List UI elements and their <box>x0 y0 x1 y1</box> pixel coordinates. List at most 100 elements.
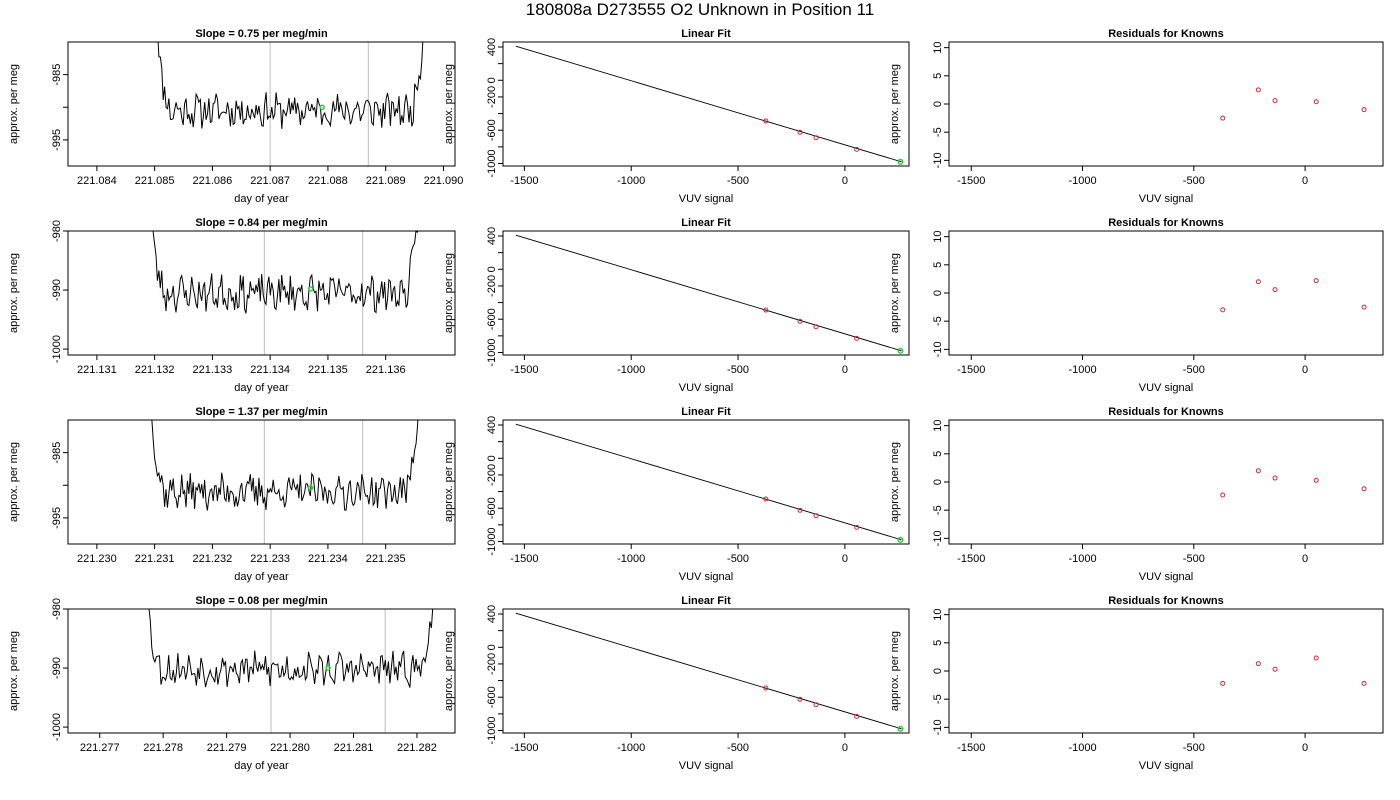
plot-frame <box>502 419 910 545</box>
x-tick-label: 0 <box>1302 553 1308 565</box>
fit-line <box>515 234 902 352</box>
fit-line <box>515 45 902 163</box>
y-tick-label: -990 <box>51 657 63 679</box>
x-axis-label: VUV signal <box>679 571 733 583</box>
x-axis-label: VUV signal <box>1139 382 1193 394</box>
y-tick-label: -1000 <box>486 716 498 744</box>
panel-title: Residuals for Knowns <box>1108 595 1224 607</box>
figure-title: 180808a D273555 O2 Unknown in Position 1… <box>525 0 875 19</box>
x-axis-label: VUV signal <box>1139 193 1193 205</box>
residual-point <box>1361 486 1367 492</box>
x-tick-label: 221.132 <box>135 364 175 376</box>
plot-area <box>157 42 424 166</box>
x-tick-label: 221.090 <box>424 175 464 187</box>
x-axis-label: VUV signal <box>679 382 733 394</box>
x-axis: -1500 -1000 -500 0 <box>957 355 1308 376</box>
residual-point <box>1361 107 1367 113</box>
y-tick-label: 0 <box>486 77 498 83</box>
y-tick-label: 400 <box>486 605 498 623</box>
plot-frame <box>67 230 456 356</box>
y-tick-label: 0 <box>486 455 498 461</box>
x-tick-label: 221.232 <box>193 553 233 565</box>
plot-frame <box>67 41 456 167</box>
unknown-point <box>897 725 904 732</box>
unknown-point <box>319 104 325 111</box>
y-tick-label: 400 <box>486 227 498 245</box>
x-tick-label: -1000 <box>1068 364 1096 376</box>
time-series-line <box>151 420 419 511</box>
y-axis: -10 -5 0 5 10 <box>932 231 949 357</box>
plot-area <box>152 231 419 355</box>
x-axis: -1500 -1000 -500 0 <box>957 166 1308 187</box>
residual-point <box>1313 655 1319 661</box>
x-tick-label: 0 <box>1302 742 1308 754</box>
panel-3-2: Linear Fit -1500 -1000 -500 0 VUV signal -1000… <box>443 406 910 583</box>
y-axis: -10 -5 0 5 10 <box>932 420 949 546</box>
residual-point <box>1272 98 1278 104</box>
x-tick-label: 221.085 <box>135 175 175 187</box>
fit-line <box>515 423 902 541</box>
panel-2-3: Residuals for Knowns -1500 -1000 -500 0 VUV s… <box>889 217 1384 394</box>
plot-area <box>515 45 904 165</box>
y-axis-label: approx. per meg <box>8 64 20 144</box>
y-tick-label: 10 <box>932 42 944 54</box>
y-tick-label: 5 <box>932 262 944 268</box>
unknown-point <box>897 158 904 165</box>
x-tick-label: -500 <box>1183 553 1205 565</box>
y-axis: -1000 -990 -980 <box>51 598 68 741</box>
x-tick-label: -1500 <box>510 175 538 187</box>
x-tick-label: 221.135 <box>308 364 348 376</box>
x-axis: -1500 -1000 -500 0 <box>510 355 848 376</box>
x-tick-label: -1500 <box>510 553 538 565</box>
x-axis-label: day of year <box>234 760 289 772</box>
y-axis: -1000 -600 -200 0 400 <box>486 227 503 367</box>
x-tick-label: -1500 <box>510 742 538 754</box>
known-point <box>854 335 860 341</box>
x-tick-label: 0 <box>842 364 848 376</box>
known-point <box>813 324 819 330</box>
y-tick-label: 0 <box>486 644 498 650</box>
x-tick-label: -500 <box>1183 364 1205 376</box>
x-tick-label: 0 <box>842 175 848 187</box>
plot-area <box>1220 468 1367 498</box>
panel-title: Residuals for Knowns <box>1108 28 1224 40</box>
y-tick-label: -10 <box>932 152 944 168</box>
y-tick-label: -5 <box>932 505 944 515</box>
x-axis-label: day of year <box>234 571 289 583</box>
y-tick-label: 0 <box>486 266 498 272</box>
y-tick-label: -1000 <box>486 527 498 555</box>
x-tick-label: 221.231 <box>135 553 175 565</box>
y-axis: -1000 -990 -980 <box>51 220 68 363</box>
y-tick-label: 10 <box>932 231 944 243</box>
y-tick-label: -990 <box>51 279 63 301</box>
plot-frame <box>502 41 910 167</box>
known-point <box>854 713 860 719</box>
plot-frame <box>948 41 1384 167</box>
y-axis: -1000 -600 -200 0 400 <box>486 38 503 178</box>
x-tick-label: -500 <box>1183 742 1205 754</box>
x-tick-label: 221.281 <box>334 742 374 754</box>
y-axis-label: approx. per meg <box>889 631 901 711</box>
y-axis-label: approx. per meg <box>443 64 455 144</box>
plot-frame <box>502 230 910 356</box>
time-series-line <box>148 609 434 688</box>
plot-area <box>151 420 419 544</box>
known-point <box>813 513 819 519</box>
x-axis-label: VUV signal <box>679 760 733 772</box>
residual-point <box>1220 115 1226 121</box>
panel-1-2: Linear Fit -1500 -1000 -500 0 VUV signal -1000… <box>443 28 910 205</box>
x-tick-label: -1000 <box>1068 175 1096 187</box>
panel-title: Linear Fit <box>681 595 731 607</box>
known-point <box>797 318 803 324</box>
x-tick-label: -1000 <box>617 742 645 754</box>
y-axis-label: approx. per meg <box>889 442 901 522</box>
x-tick-label: -500 <box>727 175 749 187</box>
x-tick-label: 221.088 <box>308 175 348 187</box>
x-tick-label: 0 <box>1302 364 1308 376</box>
residual-point <box>1220 680 1226 686</box>
x-tick-label: 221.279 <box>207 742 247 754</box>
y-tick-label: -5 <box>932 127 944 137</box>
residual-point <box>1313 99 1319 105</box>
